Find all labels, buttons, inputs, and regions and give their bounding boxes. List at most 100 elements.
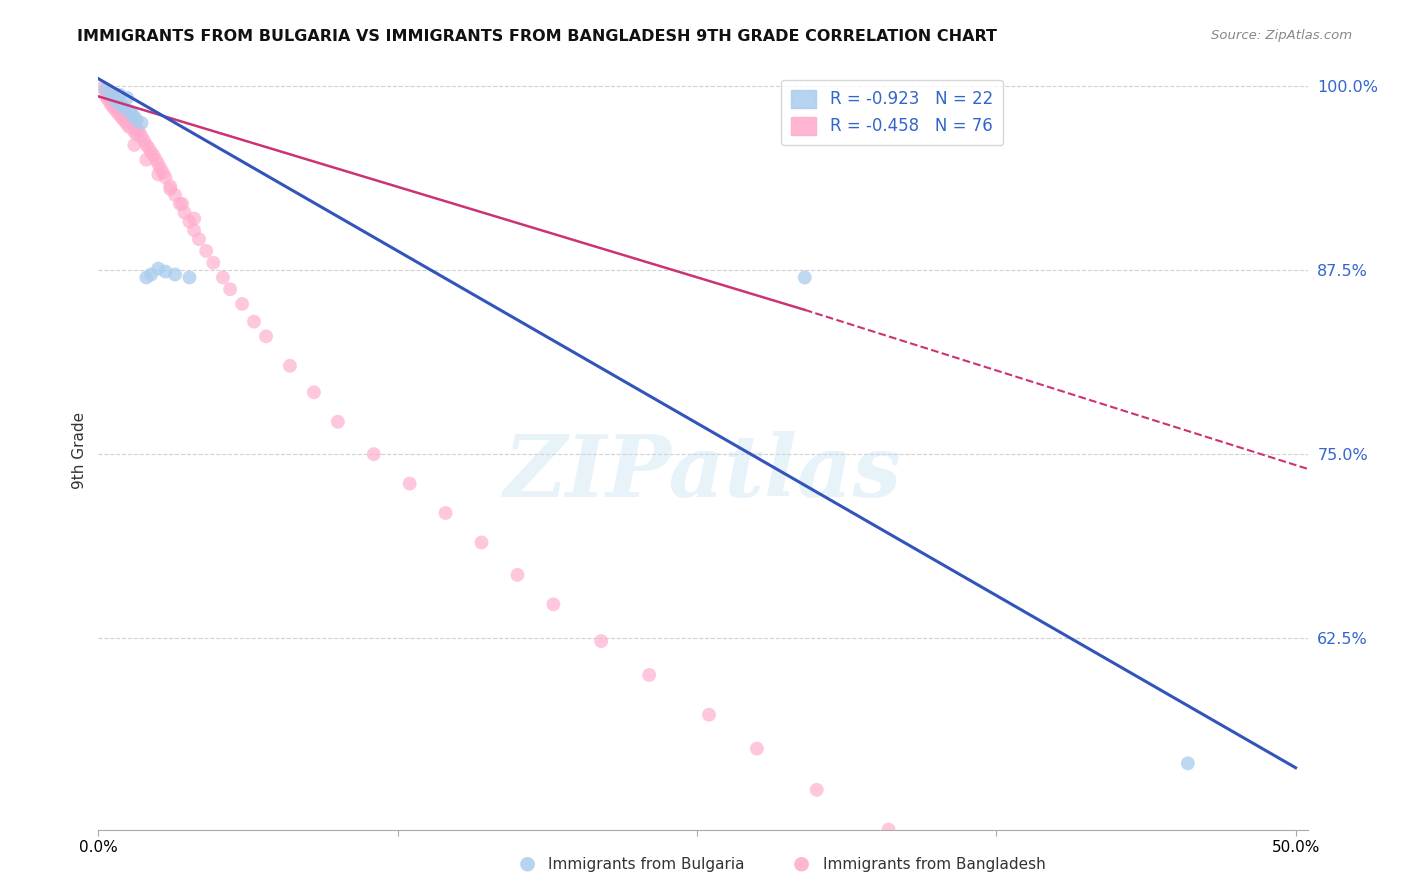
Point bbox=[543, 597, 565, 611]
Point bbox=[121, 116, 143, 130]
Point bbox=[1177, 756, 1199, 771]
Point bbox=[145, 153, 167, 167]
Point bbox=[183, 211, 205, 226]
Point bbox=[131, 116, 153, 130]
Point bbox=[172, 197, 194, 211]
Point bbox=[212, 270, 235, 285]
Point bbox=[132, 134, 155, 148]
Point bbox=[104, 92, 127, 106]
Point bbox=[326, 415, 349, 429]
Point bbox=[434, 506, 457, 520]
Point bbox=[877, 822, 900, 837]
Y-axis label: 9th Grade: 9th Grade bbox=[72, 412, 87, 489]
Point bbox=[169, 197, 191, 211]
Point bbox=[121, 107, 143, 121]
Point bbox=[100, 87, 122, 101]
Point bbox=[135, 138, 157, 153]
Point bbox=[179, 270, 201, 285]
Point bbox=[94, 83, 117, 97]
Point bbox=[115, 91, 138, 105]
Point bbox=[231, 297, 253, 311]
Point bbox=[114, 114, 136, 128]
Point bbox=[104, 94, 127, 108]
Point bbox=[124, 110, 146, 124]
Point bbox=[183, 223, 205, 237]
Point bbox=[139, 145, 162, 160]
Text: ●: ● bbox=[793, 854, 810, 872]
Point bbox=[219, 282, 242, 296]
Text: Source: ZipAtlas.com: Source: ZipAtlas.com bbox=[1212, 29, 1353, 43]
Point bbox=[108, 101, 131, 115]
Point bbox=[148, 168, 170, 182]
Point bbox=[114, 107, 136, 121]
Point bbox=[163, 268, 186, 282]
Point bbox=[111, 98, 134, 112]
Point bbox=[114, 101, 136, 115]
Point bbox=[302, 385, 325, 400]
Point bbox=[591, 634, 613, 648]
Text: ZIPatlas: ZIPatlas bbox=[503, 432, 903, 515]
Point bbox=[97, 92, 120, 106]
Point bbox=[125, 121, 148, 136]
Point bbox=[149, 161, 172, 176]
Point bbox=[107, 95, 129, 110]
Point bbox=[111, 104, 134, 119]
Point bbox=[148, 157, 170, 171]
Point bbox=[363, 447, 385, 461]
Point bbox=[104, 103, 127, 117]
Text: Immigrants from Bulgaria: Immigrants from Bulgaria bbox=[548, 857, 745, 872]
Point bbox=[108, 87, 131, 102]
Point bbox=[97, 87, 120, 101]
Point bbox=[135, 270, 157, 285]
Point bbox=[100, 96, 122, 111]
Point bbox=[793, 270, 815, 285]
Point bbox=[962, 867, 984, 881]
Point bbox=[101, 91, 124, 105]
Point bbox=[108, 109, 131, 123]
Point bbox=[155, 170, 177, 185]
Point bbox=[111, 112, 134, 126]
Point bbox=[806, 782, 828, 797]
Legend: R = -0.923   N = 22, R = -0.458   N = 76: R = -0.923 N = 22, R = -0.458 N = 76 bbox=[782, 79, 1002, 145]
Point bbox=[745, 741, 768, 756]
Point bbox=[118, 112, 141, 127]
Point bbox=[115, 110, 138, 124]
Point bbox=[94, 82, 117, 96]
Point bbox=[107, 105, 129, 120]
Point bbox=[152, 166, 174, 180]
Point bbox=[159, 182, 181, 196]
Point bbox=[254, 329, 277, 343]
Text: ●: ● bbox=[519, 854, 536, 872]
Point bbox=[138, 141, 160, 155]
Point bbox=[195, 244, 218, 258]
Point bbox=[118, 120, 141, 135]
Point bbox=[101, 100, 124, 114]
Point bbox=[131, 129, 153, 144]
Point bbox=[125, 128, 148, 142]
Point bbox=[139, 268, 162, 282]
Point bbox=[278, 359, 301, 373]
Point bbox=[128, 125, 150, 139]
Point bbox=[697, 707, 720, 722]
Point bbox=[94, 89, 117, 103]
Point bbox=[107, 96, 129, 111]
Text: IMMIGRANTS FROM BULGARIA VS IMMIGRANTS FROM BANGLADESH 9TH GRADE CORRELATION CHA: IMMIGRANTS FROM BULGARIA VS IMMIGRANTS F… bbox=[77, 29, 997, 45]
Point bbox=[163, 188, 186, 202]
Point bbox=[179, 214, 201, 228]
Point bbox=[124, 125, 146, 139]
Point bbox=[155, 264, 177, 278]
Point bbox=[115, 117, 138, 131]
Point bbox=[159, 179, 181, 194]
Text: Immigrants from Bangladesh: Immigrants from Bangladesh bbox=[823, 857, 1045, 872]
Point bbox=[124, 138, 146, 153]
Point bbox=[148, 261, 170, 276]
Point bbox=[173, 205, 195, 219]
Point bbox=[398, 476, 420, 491]
Point bbox=[243, 315, 266, 329]
Point bbox=[638, 668, 661, 682]
Point bbox=[188, 232, 211, 246]
Point bbox=[101, 89, 124, 103]
Point bbox=[125, 112, 148, 127]
Point bbox=[506, 567, 529, 582]
Point bbox=[470, 535, 492, 549]
